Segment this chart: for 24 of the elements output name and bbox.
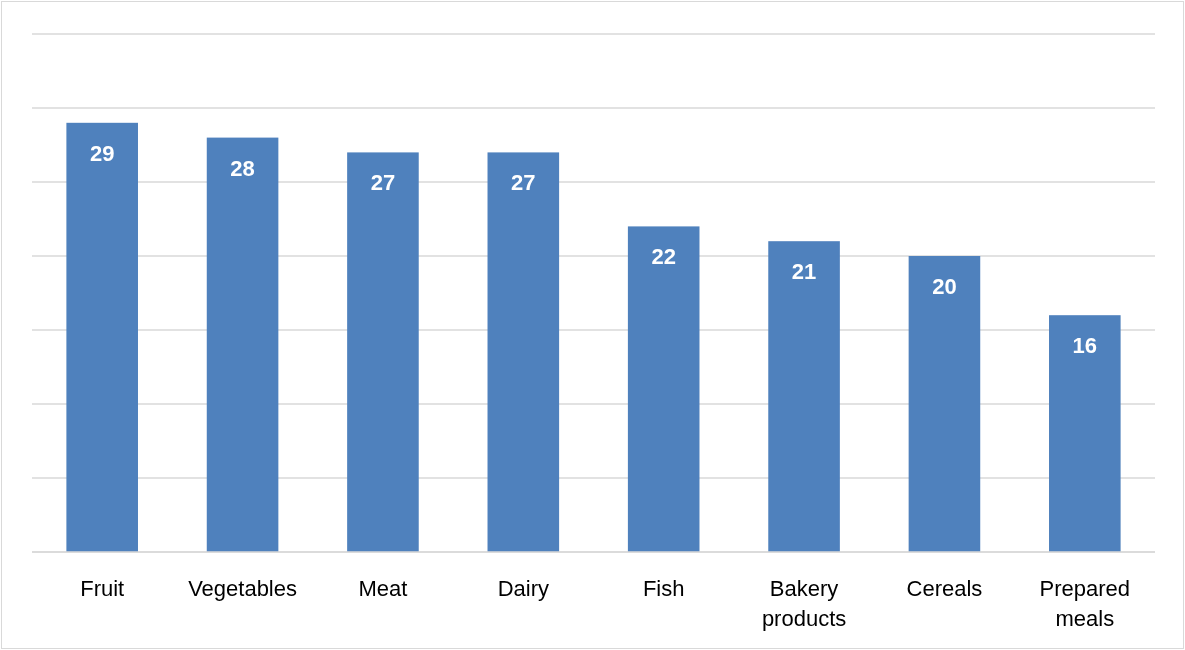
- x-tick-label: Prepared meals: [1039, 576, 1131, 631]
- x-tick-label: Fruit: [80, 576, 125, 601]
- bar: [1049, 315, 1121, 552]
- data-label: 21: [791, 259, 817, 285]
- data-label: 22: [651, 244, 676, 270]
- x-tick-label: Meat: [358, 576, 408, 601]
- x-tick-label: Bakery products: [761, 576, 847, 631]
- bar: [908, 256, 981, 552]
- x-tick-label: Dairy: [497, 576, 549, 601]
- bar: [206, 137, 279, 552]
- bar: [66, 122, 138, 552]
- bar: [487, 152, 560, 552]
- x-tick-label: Fish: [642, 576, 685, 601]
- x-tick-label: Cereals: [906, 576, 983, 601]
- data-label: 28: [230, 155, 255, 181]
- bar: [347, 152, 419, 552]
- bar: [768, 241, 840, 552]
- bar: [627, 226, 700, 552]
- data-label: 27: [511, 170, 536, 196]
- data-label: 16: [1072, 333, 1098, 359]
- data-label: 29: [89, 140, 115, 166]
- data-label: 27: [370, 170, 396, 196]
- x-tick-label: Vegetables: [188, 576, 297, 601]
- data-label: 20: [932, 274, 957, 299]
